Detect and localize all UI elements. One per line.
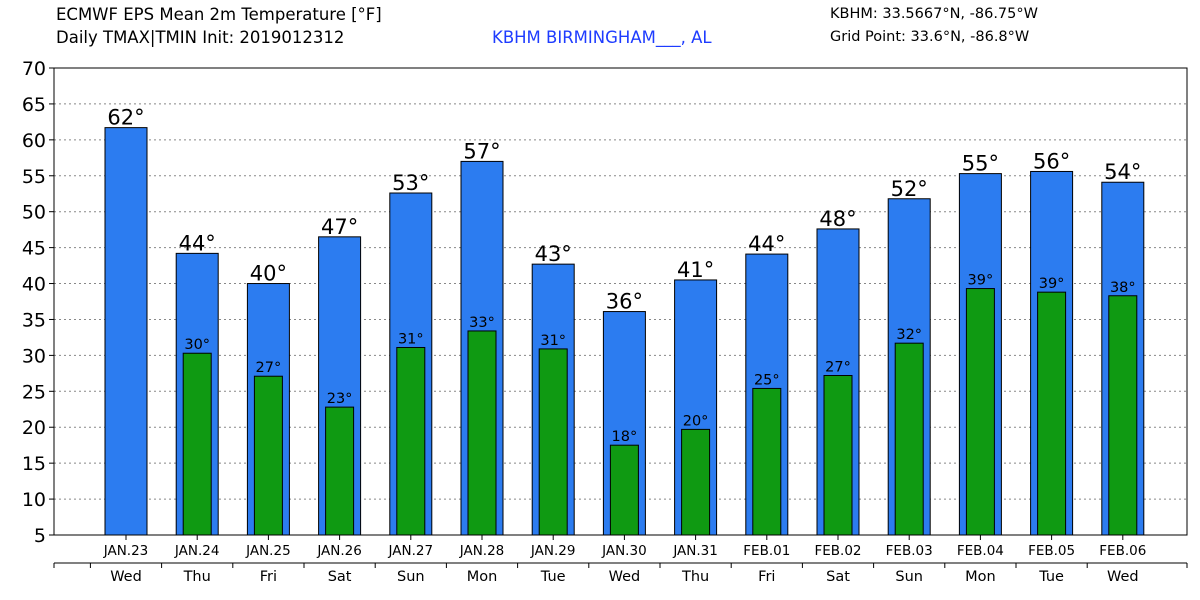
tmin-label: 23° [327,391,353,407]
tmin-label: 25° [754,372,780,388]
tmin-label: 39° [1039,276,1065,292]
date-label: FEB.06 [1099,543,1146,559]
tmax-bar [104,127,148,536]
tmax-label: 44° [748,232,785,256]
weekday-label: Tue [1038,569,1064,585]
y-tick-label: 35 [22,309,46,331]
tmin-bar [681,428,711,536]
y-tick-label: 70 [22,58,46,80]
y-tick-label: 45 [22,238,46,260]
station-coordinates: KBHM: 33.5667°N, -86.75°W [830,6,1038,22]
tmin-bar [965,288,995,536]
weekday-label: Thu [183,569,211,585]
date-label: FEB.01 [743,543,790,559]
tmin-label: 20° [683,413,709,429]
tmin-label: 18° [612,429,638,445]
tmin-bar [253,375,283,536]
tmax-label: 41° [677,258,714,282]
y-tick-label: 60 [22,130,46,152]
weekday-label: Mon [965,569,996,585]
tmax-label: 56° [1033,149,1070,173]
y-tick-label: 50 [22,202,46,224]
tmax-label: 54° [1104,160,1141,184]
date-label: JAN.26 [316,543,362,559]
tmin-label: 38° [1110,280,1136,296]
tmin-label: 31° [540,333,566,349]
date-label: JAN.28 [459,543,505,559]
tmax-label: 48° [819,207,856,231]
tmax-label: 55° [962,152,999,176]
date-label: JAN.23 [103,543,149,559]
tmax-label: 47° [321,215,358,239]
tmax-label: 40° [250,262,287,286]
tmax-label: 53° [392,171,429,195]
tmax-label: 44° [179,231,216,255]
weekday-label: Sun [895,569,923,585]
y-tick-label: 40 [22,274,46,296]
date-label: JAN.25 [245,543,291,559]
tmin-label: 39° [968,273,994,289]
weekday-label: Wed [1107,569,1139,585]
tmin-bar [396,346,426,536]
y-tick-label: 10 [22,489,46,511]
y-tick-label: 25 [22,381,46,403]
weekday-label: Thu [681,569,709,585]
tmax-label: 57° [463,139,500,163]
weekday-label: Fri [758,569,775,585]
weekday-label: Tue [540,569,566,585]
date-label: JAN.29 [530,543,576,559]
tmin-label: 33° [469,315,495,331]
weekday-label: Wed [609,569,641,585]
tmin-bar [609,444,639,536]
tmax-label: 62° [107,106,144,130]
weekday-label: Sat [826,569,850,585]
date-label: FEB.03 [886,543,933,559]
date-label: JAN.27 [388,543,434,559]
tmin-label: 27° [825,360,851,376]
y-tick-label: 5 [34,525,46,547]
y-tick-label: 15 [22,453,46,475]
tmax-label: 43° [535,242,572,266]
weekday-label: Wed [110,569,142,585]
weekday-label: Sat [328,569,352,585]
y-tick-label: 30 [22,345,46,367]
weekday-label: Mon [467,569,498,585]
date-label: JAN.24 [174,543,220,559]
y-tick-label: 20 [22,417,46,439]
tmin-label: 31° [398,331,424,347]
tmin-bar [823,375,853,536]
tmin-bar [894,342,924,536]
grid-point-coordinates: Grid Point: 33.6°N, -86.8°W [830,29,1030,45]
chart-subtitle: Daily TMAX|TMIN Init: 2019012312 [56,28,345,47]
tmax-label: 36° [606,290,643,314]
tmin-label: 27° [256,360,282,376]
tmin-bar [752,387,782,536]
date-label: FEB.02 [814,543,861,559]
date-label: FEB.04 [957,543,1004,559]
tmin-label: 30° [184,337,210,353]
weekday-label: Fri [260,569,277,585]
tmin-bar [467,330,497,536]
chart-title: ECMWF EPS Mean 2m Temperature [°F] [56,5,382,24]
weekday-label: Sun [397,569,425,585]
tmax-label: 52° [891,177,928,201]
tmin-bar [325,406,355,536]
y-tick-label: 65 [22,94,46,116]
tmin-bar [1108,295,1138,536]
station-name: KBHM BIRMINGHAM___, AL [492,28,712,47]
tmin-label: 32° [896,327,922,343]
y-tick-label: 55 [22,166,46,188]
tmin-bar [182,352,212,536]
tmin-bar [538,348,568,536]
date-label: FEB.05 [1028,543,1075,559]
tmin-bar [1037,291,1067,536]
date-label: JAN.30 [601,543,647,559]
date-label: JAN.31 [672,543,718,559]
